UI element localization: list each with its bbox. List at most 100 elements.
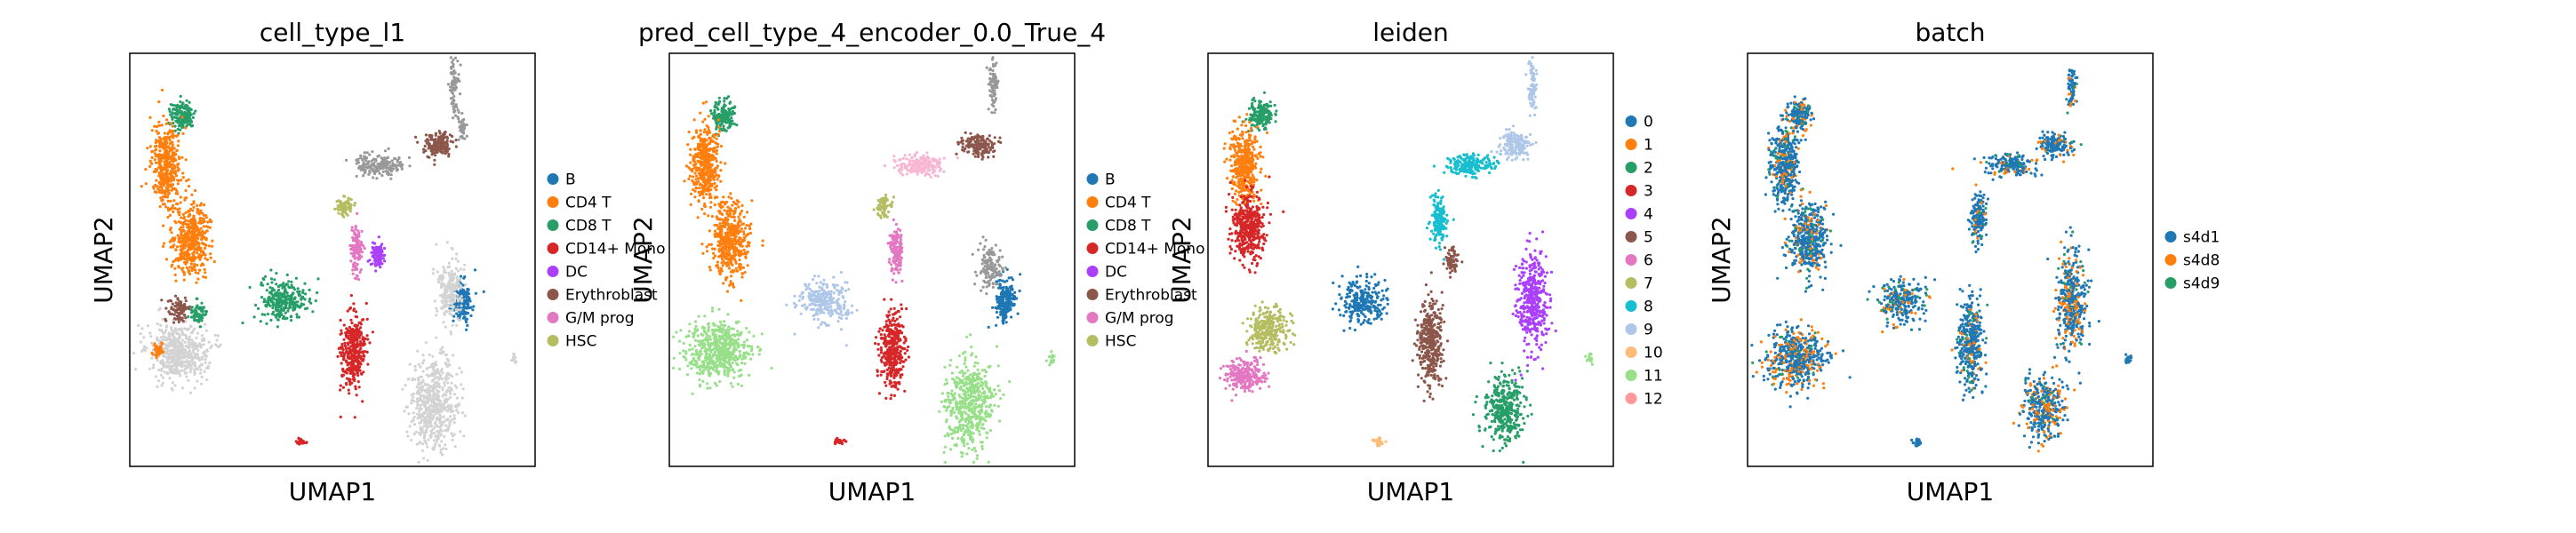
data-point [183, 235, 188, 238]
data-point [469, 314, 473, 317]
data-point [707, 154, 710, 157]
data-point [452, 99, 456, 102]
data-point [194, 307, 197, 311]
data-point [170, 306, 173, 309]
data-point [441, 300, 444, 305]
data-point [303, 298, 307, 301]
data-point [433, 140, 436, 144]
data-point [424, 418, 428, 421]
data-point [744, 256, 748, 259]
data-point [301, 441, 305, 444]
data-point [211, 244, 214, 248]
data-point [738, 259, 741, 262]
data-point [391, 162, 395, 165]
data-point [166, 155, 170, 159]
data-point [458, 318, 461, 322]
data-point [171, 132, 174, 136]
data-point [446, 381, 450, 385]
y-axis-label: UMAP2 [89, 216, 118, 304]
data-point [178, 157, 181, 161]
data-point [166, 215, 170, 219]
data-point [160, 179, 164, 183]
data-point [436, 410, 440, 414]
data-point [193, 256, 196, 259]
data-point [164, 156, 167, 160]
data-point [159, 348, 163, 352]
data-point [194, 188, 197, 193]
data-point [281, 316, 284, 320]
data-point [353, 251, 356, 255]
data-point [712, 111, 716, 115]
data-point [199, 227, 203, 230]
data-point [170, 299, 173, 303]
data-point [729, 282, 732, 285]
data-point [308, 297, 312, 301]
data-point [701, 193, 705, 196]
data-point [179, 195, 182, 199]
data-point [412, 423, 417, 426]
data-point [683, 179, 686, 183]
data-point [716, 260, 720, 264]
data-point [359, 240, 363, 243]
data-point [193, 327, 196, 330]
data-point [416, 412, 420, 416]
data-point [385, 163, 388, 166]
data-point [691, 170, 694, 173]
data-point [275, 282, 278, 286]
data-point [157, 100, 161, 104]
data-point [393, 156, 396, 160]
data-point [377, 166, 380, 170]
data-point [197, 320, 201, 323]
data-point [174, 349, 179, 353]
data-point [193, 235, 196, 239]
data-point [184, 320, 188, 323]
data-point [455, 323, 459, 327]
data-point [182, 369, 186, 372]
data-point [158, 149, 162, 153]
data-point [445, 135, 449, 139]
legend-label: B [565, 171, 576, 189]
data-point [701, 251, 705, 255]
data-point [448, 279, 452, 282]
data-point [196, 271, 200, 275]
data-point [418, 432, 421, 435]
data-point [457, 291, 460, 295]
data-point [192, 227, 196, 231]
data-point [349, 198, 353, 202]
data-point [194, 310, 197, 314]
data-point [200, 301, 204, 305]
data-point [188, 391, 193, 394]
data-point [297, 436, 300, 440]
data-point [179, 248, 182, 251]
data-point [188, 100, 191, 104]
data-point [415, 442, 419, 446]
data-point [349, 348, 353, 352]
data-point [454, 139, 458, 142]
data-point [447, 373, 452, 377]
data-point [422, 434, 427, 437]
data-point [180, 303, 183, 307]
data-point [356, 370, 359, 374]
data-point [187, 233, 190, 236]
data-point [193, 219, 197, 222]
data-point [174, 153, 178, 156]
data-point [176, 211, 180, 214]
data-point [161, 188, 164, 192]
data-point [172, 103, 175, 107]
data-point [372, 247, 375, 251]
data-point [188, 305, 192, 308]
data-point [445, 388, 449, 393]
data-point [365, 350, 369, 354]
data-point [376, 257, 380, 260]
data-point [717, 125, 721, 129]
data-point [209, 252, 212, 256]
data-point [348, 307, 351, 311]
data-point [179, 128, 182, 131]
data-point [359, 354, 363, 358]
data-point [294, 303, 299, 306]
data-point [274, 291, 277, 295]
data-point [699, 160, 703, 163]
data-point [708, 205, 713, 209]
legend-marker [547, 219, 559, 231]
data-point [444, 362, 448, 366]
